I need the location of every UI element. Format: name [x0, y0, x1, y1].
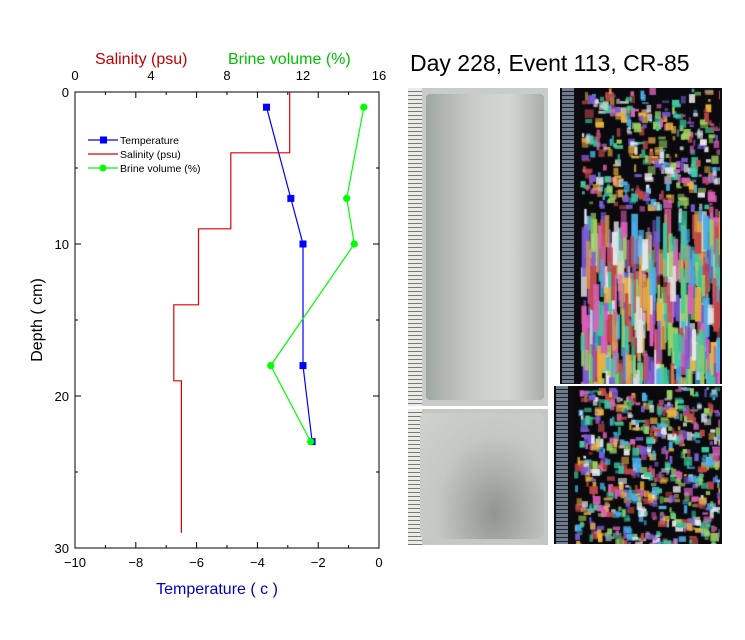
legend-label: Brine volume (%)	[120, 163, 201, 175]
y-tick-label: 20	[55, 389, 69, 404]
ruler-left	[408, 88, 422, 406]
x-top-tick-label: 12	[296, 68, 310, 83]
x-bottom-tick-label: −10	[64, 555, 86, 570]
data-point-circle	[343, 194, 351, 202]
thin-section-top-image	[580, 88, 720, 384]
x-bottom-tick-label: −4	[250, 555, 265, 570]
top-axis-label-brine: Brine volume (%)	[228, 51, 351, 68]
x-bottom-tick-label: −6	[189, 555, 204, 570]
data-point-circle	[307, 438, 315, 446]
x-top-tick-label: 16	[372, 68, 386, 83]
y-tick-label: 0	[62, 85, 69, 100]
data-point-square	[287, 194, 295, 202]
x-bottom-tick-label: 0	[375, 555, 382, 570]
ice-core-top	[426, 94, 544, 400]
x-bottom-tick-label: −8	[128, 555, 143, 570]
ice-core-bottom	[420, 413, 544, 539]
y-tick-label: 30	[55, 541, 69, 556]
legend-label: Salinity (psu)	[120, 149, 181, 161]
ruler-thin-bottom	[556, 386, 568, 544]
y-tick-label: 10	[55, 237, 69, 252]
ruler-left-bottom	[408, 409, 422, 545]
panel-title: Day 228, Event 113, CR-85	[410, 50, 690, 76]
thin-section-bottom	[554, 386, 722, 544]
legend-label: Temperature	[120, 135, 179, 147]
core-photo-bottom	[408, 409, 548, 545]
legend-marker	[100, 136, 107, 144]
data-point-square	[299, 362, 307, 370]
data-point-circle	[267, 362, 275, 370]
data-point-circle	[360, 103, 368, 111]
x-top-tick-label: 0	[71, 68, 78, 83]
data-point-circle	[350, 240, 358, 248]
data-series	[173, 92, 368, 533]
series-line	[265, 107, 313, 442]
data-point-square	[299, 240, 307, 248]
x-bottom-tick-label: −2	[311, 555, 326, 570]
x-top-tick-label: 8	[223, 68, 230, 83]
legend-marker	[99, 164, 107, 172]
thin-section-bottom-image	[574, 386, 720, 544]
x-top-tick-label: 4	[147, 68, 154, 83]
axis-labels: Temperature ( c ) Depth ( cm) Salinity (ps…	[29, 51, 351, 598]
top-axis-label-salinity: Salinity (psu)	[95, 51, 187, 68]
core-photo-top	[408, 88, 548, 406]
series-line	[173, 92, 291, 533]
data-point-square	[263, 103, 271, 111]
x-axis-label: Temperature ( c )	[156, 581, 278, 598]
ruler-thin-top	[562, 88, 574, 384]
legend: Temperature Salinity (psu) Brine volume (%…	[88, 135, 201, 175]
thin-section-top	[560, 88, 722, 384]
y-axis-label: Depth ( cm)	[29, 278, 46, 362]
series-line	[270, 107, 365, 442]
